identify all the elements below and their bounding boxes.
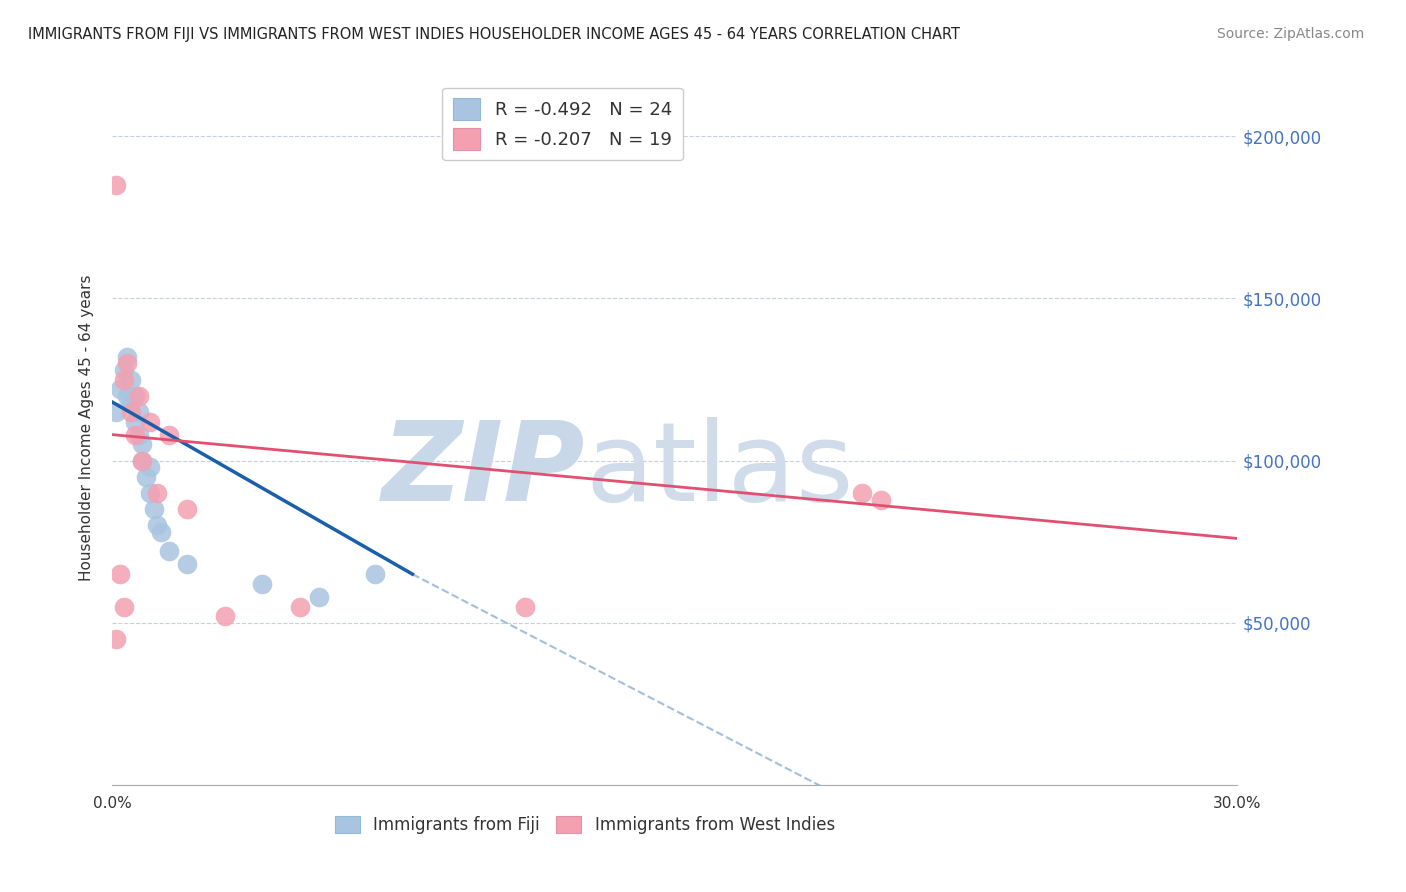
Point [128, 427, 150, 442]
Point [870, 492, 893, 507]
Point [150, 524, 173, 539]
Point [851, 486, 873, 500]
Point [142, 502, 165, 516]
Point [117, 389, 139, 403]
Point [120, 395, 142, 409]
Point [131, 437, 153, 451]
Point [157, 427, 180, 442]
Point [308, 590, 330, 604]
Point [176, 502, 198, 516]
Point [146, 518, 169, 533]
Point [124, 415, 146, 429]
Point [176, 558, 198, 572]
Point [105, 632, 128, 646]
Point [124, 427, 146, 442]
Point [364, 567, 387, 582]
Point [139, 415, 162, 429]
Point [112, 599, 135, 614]
Point [105, 405, 128, 419]
Point [288, 599, 311, 614]
Point [135, 470, 157, 484]
Point [146, 486, 169, 500]
Text: Source: ZipAtlas.com: Source: ZipAtlas.com [1216, 27, 1364, 41]
Point [108, 567, 131, 582]
Point [214, 609, 236, 624]
Point [157, 544, 180, 558]
Point [105, 178, 128, 192]
Y-axis label: Householder Income Ages 45 - 64 years: Householder Income Ages 45 - 64 years [79, 275, 94, 582]
Point [131, 453, 153, 467]
Point [139, 486, 162, 500]
Point [139, 460, 162, 475]
Point [131, 453, 153, 467]
Point [112, 363, 135, 377]
Point [112, 372, 135, 386]
Point [120, 372, 142, 386]
Text: ZIP: ZIP [381, 417, 585, 524]
Legend: Immigrants from Fiji, Immigrants from West Indies: Immigrants from Fiji, Immigrants from We… [328, 809, 842, 841]
Point [128, 405, 150, 419]
Point [252, 577, 274, 591]
Text: atlas: atlas [585, 417, 853, 524]
Point [117, 350, 139, 364]
Point [128, 389, 150, 403]
Point [120, 405, 142, 419]
Text: IMMIGRANTS FROM FIJI VS IMMIGRANTS FROM WEST INDIES HOUSEHOLDER INCOME AGES 45 -: IMMIGRANTS FROM FIJI VS IMMIGRANTS FROM … [28, 27, 960, 42]
Point [124, 389, 146, 403]
Point [117, 356, 139, 370]
Point [108, 382, 131, 396]
Point [513, 599, 536, 614]
